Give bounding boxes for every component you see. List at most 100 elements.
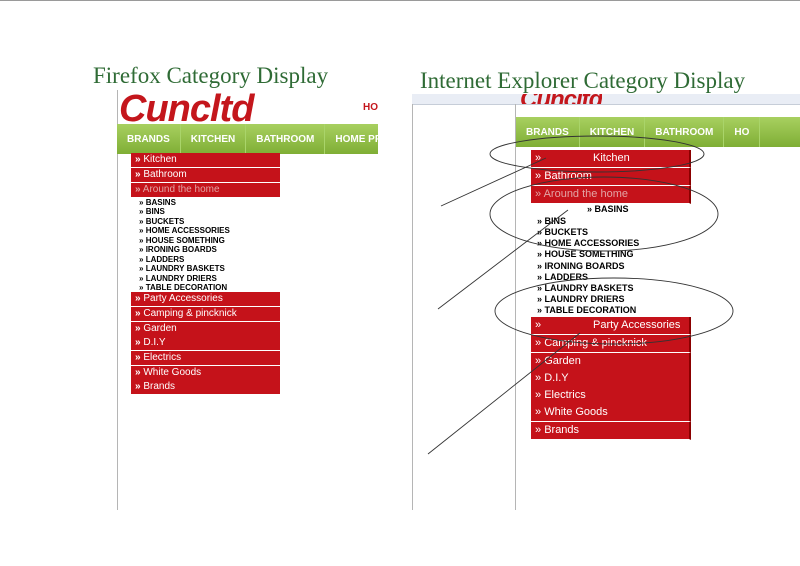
category-brands[interactable]: » Brands (531, 422, 691, 440)
nav-bar: BRANDS KITCHEN BATHROOM HOME PRODU (117, 124, 378, 154)
page-edge (117, 90, 118, 510)
subcategory-home-accessories[interactable]: » HOME ACCESSORIES (537, 238, 639, 248)
subcategory-basins[interactable]: » BASINS (587, 204, 629, 214)
subcategory-ironing-boards[interactable]: » IRONING BOARDS (139, 245, 217, 254)
category-party-accessories[interactable]: » Party Accessories (531, 317, 691, 335)
subcategory-ladders[interactable]: » LADDERS (537, 272, 588, 282)
subcategory-label: IRONING BOARDS (145, 245, 217, 254)
arrow-icon: » (135, 169, 141, 180)
category-bathroom[interactable]: » Bathroom (131, 168, 280, 183)
subcategory-house-something[interactable]: » HOUSE SOMETHING (537, 249, 634, 259)
subcategory-label: LADDERS (544, 272, 589, 282)
arrow-icon: » (537, 238, 543, 248)
highlight-ellipse-party (494, 277, 734, 345)
arrow-icon: » (535, 319, 542, 331)
category-label: Garden (143, 323, 177, 334)
category-label: Bathroom (544, 170, 592, 182)
browser-frame (412, 94, 800, 105)
subcategory-bins[interactable]: » BINS (537, 216, 566, 226)
category-camping[interactable]: » Camping & pincknick (131, 307, 280, 322)
arrow-icon: » (535, 406, 542, 418)
nav-home-products[interactable]: HOME PRODU (325, 124, 378, 154)
subcategory-label: BUCKETS (145, 217, 185, 226)
subcategory-label: LAUNDRY DRIERS (544, 294, 625, 304)
subcategory-laundry-driers[interactable]: » LAUNDRY DRIERS (537, 294, 625, 304)
arrow-icon: » (135, 154, 141, 165)
subcategory-label: BASINS (594, 204, 629, 214)
nav-brands[interactable]: BRANDS (117, 124, 181, 154)
subcategory-laundry-driers[interactable]: » LAUNDRY DRIERS (139, 274, 217, 283)
subcategory-label: BINS (145, 207, 165, 216)
subcategory-table-decoration[interactable]: » TABLE DECORATION (139, 283, 227, 292)
category-brands[interactable]: » Brands (131, 380, 280, 395)
nav-brands[interactable]: BRANDS (516, 117, 580, 147)
category-label: Brands (143, 381, 176, 392)
subcategory-home-accessories[interactable]: » HOME ACCESSORIES (139, 226, 230, 235)
arrow-icon: » (135, 323, 141, 334)
arrow-icon: » (139, 236, 144, 245)
category-label: Kitchen (593, 152, 630, 164)
subcategory-label: BINS (544, 216, 567, 226)
arrow-icon: » (535, 355, 542, 367)
arrow-icon: » (535, 389, 542, 401)
subcategory-bins[interactable]: » BINS (139, 207, 165, 216)
arrow-icon: » (139, 198, 144, 207)
arrow-icon: » (139, 226, 144, 235)
pointer-arrow-2 (437, 209, 569, 310)
arrow-icon: » (135, 184, 141, 195)
subcategory-label: HOME ACCESSORIES (145, 226, 230, 235)
category-kitchen[interactable]: » Kitchen (131, 153, 280, 168)
arrow-icon: » (139, 264, 144, 273)
subcategory-buckets[interactable]: » BUCKETS (139, 217, 184, 226)
firefox-screenshot: Cuncltd HO BRANDS KITCHEN BATHROOM HOME … (117, 90, 378, 510)
category-label: Kitchen (143, 154, 177, 165)
category-label: D.I.Y (143, 337, 166, 348)
subcategory-ladders[interactable]: » LADDERS (139, 255, 184, 264)
category-label: White Goods (544, 406, 608, 418)
category-around-the-home[interactable]: » Around the home (131, 183, 280, 198)
arrow-icon: » (535, 170, 542, 182)
nav-home[interactable]: HO (724, 117, 761, 147)
arrow-icon: » (537, 272, 543, 282)
subcategory-ironing-boards[interactable]: » IRONING BOARDS (537, 261, 625, 271)
nav-bathroom[interactable]: BATHROOM (246, 124, 326, 154)
category-label: D.I.Y (544, 372, 569, 384)
nav-bar: BRANDS KITCHEN BATHROOM HO (516, 117, 800, 147)
nav-bathroom[interactable]: BATHROOM (645, 117, 725, 147)
category-garden[interactable]: » Garden (531, 353, 691, 371)
subcategory-label: LADDERS (145, 255, 185, 264)
subcategory-laundry-baskets[interactable]: » LAUNDRY BASKETS (537, 283, 634, 293)
subcategory-label: LAUNDRY BASKETS (145, 264, 225, 273)
category-label: Electrics (143, 352, 182, 363)
nav-kitchen[interactable]: KITCHEN (181, 124, 247, 154)
arrow-icon: » (135, 337, 141, 348)
arrow-icon: » (587, 204, 593, 214)
category-label: White Goods (143, 367, 202, 378)
subcategory-basins[interactable]: » BASINS (139, 198, 176, 207)
nav-kitchen[interactable]: KITCHEN (580, 117, 646, 147)
arrow-icon: » (135, 308, 141, 319)
pointer-arrow-1 (440, 157, 547, 207)
subcategory-label: BASINS (145, 198, 176, 207)
category-party-accessories[interactable]: » Party Accessories (131, 292, 280, 307)
subcategory-table-decoration[interactable]: » TABLE DECORATION (537, 305, 636, 315)
pointer-arrow-3 (427, 332, 581, 455)
category-kitchen[interactable]: » Kitchen (531, 150, 691, 168)
arrow-icon: » (537, 216, 543, 226)
arrow-icon: » (537, 305, 543, 315)
page-edge (515, 104, 516, 510)
ie-caption: Internet Explorer Category Display (420, 68, 746, 93)
arrow-icon: » (535, 152, 542, 164)
site-logo[interactable]: Cuncltd (119, 90, 254, 130)
category-label: Bathroom (143, 169, 187, 180)
top-border (0, 0, 800, 1)
arrow-icon: » (537, 249, 543, 259)
header-link[interactable]: HO (363, 102, 378, 113)
category-diy[interactable]: » D.I.Y (131, 336, 280, 351)
category-electrics[interactable]: » Electrics (131, 351, 280, 366)
category-white-goods[interactable]: » White Goods (531, 404, 691, 422)
subcategory-laundry-baskets[interactable]: » LAUNDRY BASKETS (139, 264, 225, 273)
site-logo[interactable]: Cuncltd (520, 94, 602, 104)
category-around-the-home[interactable]: » Around the home (531, 186, 691, 204)
subcategory-house-something[interactable]: » HOUSE SOMETHING (139, 236, 225, 245)
